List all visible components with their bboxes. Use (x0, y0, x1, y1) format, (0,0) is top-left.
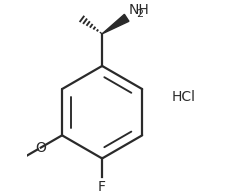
Text: HCl: HCl (171, 90, 195, 104)
Polygon shape (102, 14, 129, 34)
Text: 2: 2 (136, 9, 143, 19)
Text: F: F (98, 180, 106, 194)
Text: O: O (35, 141, 46, 155)
Text: NH: NH (128, 3, 149, 17)
